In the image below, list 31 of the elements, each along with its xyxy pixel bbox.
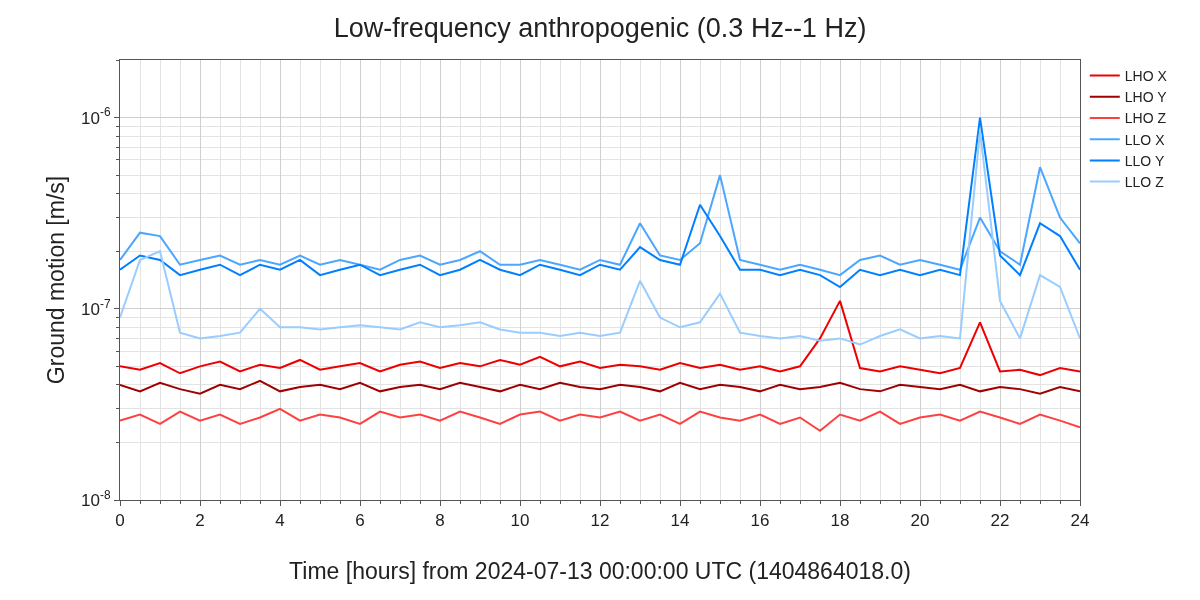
x-tick-label: 16 [750, 511, 770, 531]
x-tick-label: 24 [1070, 511, 1090, 531]
line-series [120, 407, 1080, 432]
y-tick-label: 10$^{-6}$ [81, 105, 111, 128]
y-tick-label: 10$^{-7}$ [81, 296, 111, 319]
x-tick-label: 6 [355, 511, 365, 531]
legend-label: LHO Y [1124, 89, 1168, 106]
x-tick-label: 18 [830, 511, 850, 531]
legend-label: LLO Z [1124, 174, 1165, 191]
x-tick-label: 8 [435, 511, 445, 531]
line-series [120, 379, 1080, 395]
line-series [120, 130, 1080, 346]
legend-label: LHO Z [1124, 110, 1167, 127]
legend-label: LLO Y [1124, 152, 1165, 169]
legend-label: LLO X [1124, 131, 1166, 148]
legend-label: LHO X [1124, 68, 1168, 85]
y-tick-label: 10$^{-8}$ [81, 487, 111, 510]
x-tick-label: 20 [910, 511, 930, 531]
y-axis-title: Ground motion [m/s] [43, 175, 69, 385]
line-series [120, 299, 1080, 377]
x-tick-label: 12 [590, 511, 610, 531]
line-series [120, 166, 1080, 277]
x-tick-label: 0 [115, 511, 125, 531]
x-axis-title: Time [hours] from 2024-07-13 00:00:00 UTC (1404864018.0) [289, 558, 911, 584]
x-tick-label: 2 [195, 511, 205, 531]
x-tick-label: 14 [670, 511, 690, 531]
x-tick-label: 22 [990, 511, 1010, 531]
x-tick-label: 10 [510, 511, 530, 531]
chart-title: Low-frequency anthropogenic (0.3 Hz--1 Hz) [333, 12, 867, 43]
x-tick-label: 4 [275, 511, 285, 531]
line-series [120, 116, 1080, 288]
